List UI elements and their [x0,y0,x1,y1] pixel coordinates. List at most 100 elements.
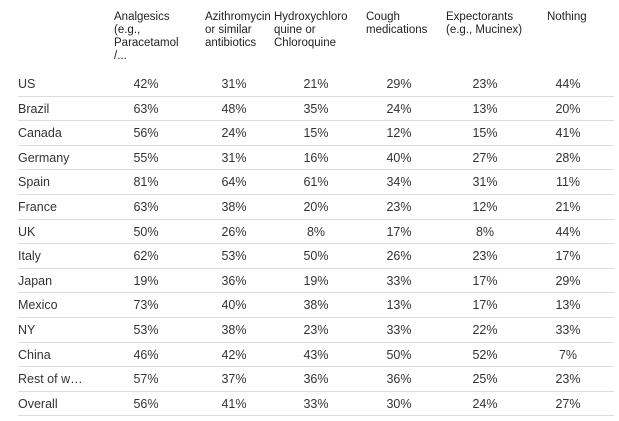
table-cell: 25% [472,372,498,387]
table-cell: 36% [386,372,412,387]
column-header: Nothing [547,11,587,23]
table-cell: 50% [386,347,412,362]
row-label: Canada [18,126,62,141]
table-row: Spain 81% 64% 61% 34% 31% 11% [18,170,614,195]
column-header: Analgesics (e.g., Paracetamol /... [114,11,179,62]
table-cell: 44% [555,77,581,91]
table-cell: 64% [221,175,247,190]
table-cell: 29% [386,77,412,91]
row-label: Germany [18,150,70,165]
table-row: Brazil 63% 48% 35% 24% 13% 20% [18,97,614,122]
row-label: China [18,347,51,362]
column-header: Hydroxychloro quine or Chloroquine [274,11,348,49]
table-cell: 23% [386,200,412,214]
table-cell: 38% [221,200,247,214]
table-cell: 11% [555,175,581,190]
table-cell: 50% [303,249,329,264]
table-cell: 38% [221,323,247,337]
table-cell: 50% [133,224,159,239]
table-cell: 12% [472,200,498,214]
table-cell: 21% [555,200,581,214]
table-cell: 35% [303,101,329,116]
row-label: NY [18,323,36,337]
table-cell: 13% [472,101,498,116]
table-cell: 15% [303,126,329,141]
table-cell: 56% [133,396,159,411]
table-row: Mexico 73% 40% 38% 13% 17% 13% [18,293,614,318]
table-cell: 20% [303,200,329,214]
table-cell: 42% [133,77,159,91]
table-cell: 30% [386,396,412,411]
table-cell: 43% [303,347,329,362]
column-header: Expectorants (e.g., Mucinex) [446,11,523,36]
table-cell: 24% [386,101,412,116]
table-cell: 31% [472,175,498,190]
table-cell: 23% [303,323,329,337]
table-cell: 27% [472,150,498,165]
table-cell: 17% [472,273,498,288]
table-cell: 23% [472,77,498,91]
table-cell: 7% [558,347,578,362]
table-cell: 33% [303,396,329,411]
table-cell: 20% [555,101,581,116]
table-cell: 17% [472,298,498,313]
row-label: UK [18,224,36,239]
table-cell: 26% [221,224,247,239]
table-cell: 13% [386,298,412,313]
row-label: Mexico [18,298,58,313]
table-row: Overall 56% 41% 33% 30% 24% 27% [18,392,614,417]
table-cell: 29% [555,273,581,288]
row-label: Spain [18,175,50,190]
table-cell: 27% [555,396,581,411]
row-label: Overall [18,396,58,411]
table-cell: 17% [555,249,581,264]
table-cell: 63% [133,200,159,214]
table-row: Germany 55% 31% 16% 40% 27% 28% [18,146,614,171]
table-row: US 42% 31% 21% 29% 23% 44% [18,72,614,97]
table-cell: 52% [472,347,498,362]
table-cell: 61% [303,175,329,190]
table-cell: 15% [472,126,498,141]
table-cell: 53% [221,249,247,264]
table-cell: 36% [303,372,329,387]
table-cell: 34% [386,175,412,190]
table-cell: 28% [555,150,581,165]
table-cell: 40% [221,298,247,313]
table-row: Japan 19% 36% 19% 33% 17% 29% [18,269,614,294]
table-cell: 17% [386,224,412,239]
table-cell: 22% [472,323,498,337]
table-cell: 13% [555,298,581,313]
row-label: Rest of w… [18,372,83,387]
row-label: US [18,77,36,91]
table-cell: 36% [221,273,247,288]
table-cell: 23% [472,249,498,264]
table-cell: 19% [303,273,329,288]
column-header: Azithromycin or similar antibiotics [205,11,271,49]
table-row: Italy 62% 53% 50% 26% 23% 17% [18,244,614,269]
table-cell: 48% [221,101,247,116]
table-cell: 73% [133,298,159,313]
column-header: Cough medications [366,11,428,36]
row-label: Japan [18,273,53,288]
table-cell: 41% [555,126,581,141]
table-cell: 55% [133,150,159,165]
table-row: China 46% 42% 43% 50% 52% 7% [18,343,614,368]
table-row: France 63% 38% 20% 23% 12% 21% [18,195,614,220]
table-cell: 62% [133,249,159,264]
table-cell: 26% [386,249,412,264]
table-cell: 33% [386,323,412,337]
table-cell: 44% [555,224,581,239]
table-cell: 63% [133,101,159,116]
table-cell: 37% [221,372,247,387]
table-cell: 38% [303,298,329,313]
table-cell: 56% [133,126,159,141]
table-cell: 33% [555,323,581,337]
table-cell: 81% [133,175,159,190]
table-row: Canada 56% 24% 15% 12% 15% 41% [18,121,614,146]
table-cell: 31% [221,77,247,91]
table-cell: 33% [386,273,412,288]
table-row: NY 53% 38% 23% 33% 22% 33% [18,318,614,343]
table-cell: 24% [472,396,498,411]
table-cell: 8% [306,224,326,239]
